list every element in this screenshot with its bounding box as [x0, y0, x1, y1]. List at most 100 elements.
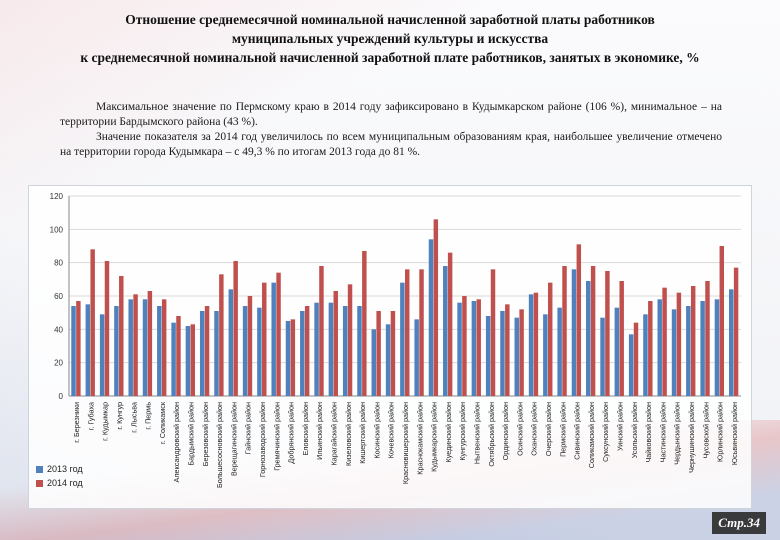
chart-frame: 0 20 40 60 80 100 120 г. Березники г. Губаха г. К…	[28, 185, 752, 509]
bar-2014	[204, 306, 210, 396]
y-tick-label: 80	[54, 259, 63, 268]
x-tick-label: Усольский район	[630, 402, 639, 458]
x-tick-label: Очерский район	[544, 402, 553, 456]
x-tick-label: Кишертский район	[358, 402, 367, 464]
bar-2013	[700, 301, 705, 396]
bar-2014	[119, 276, 124, 396]
x-tick-label: Кочевский район	[387, 402, 396, 458]
page-title: Отношение среднемесячной номинальной нач…	[10, 10, 770, 67]
bar-2014	[576, 244, 582, 396]
title-line-2: муниципальных учреждений культуры и иску…	[231, 31, 549, 46]
bar-2014	[719, 246, 725, 396]
title-line-1: Отношение среднемесячной номинальной нач…	[125, 12, 655, 27]
bar-2014	[219, 274, 224, 396]
bar-2013	[614, 307, 620, 396]
bar-2013	[185, 326, 191, 396]
bar-2014	[619, 281, 624, 396]
bar-2013	[428, 239, 434, 396]
bar-2014	[462, 296, 467, 396]
bar-2013	[328, 302, 334, 396]
bar-chart: 0 20 40 60 80 100 120 г. Березники г. Губаха г. К…	[50, 192, 741, 488]
bar-2014	[190, 324, 195, 396]
bar-2013	[457, 302, 462, 396]
bar-2013	[628, 334, 634, 396]
x-tick-label: Березовский район	[201, 402, 210, 466]
bar-2014	[533, 292, 539, 396]
bar-2013	[285, 321, 291, 396]
y-tick-label: 0	[59, 392, 64, 401]
bar-2014	[733, 267, 739, 396]
x-tick-label: Гремячинский район	[272, 402, 281, 471]
x-tick-label: г. Пермь	[144, 402, 153, 430]
bar-2013	[657, 299, 662, 396]
x-tick-label: Кунгурский район	[458, 402, 467, 461]
x-tick-label: г. Соликамск	[158, 401, 167, 444]
legend-swatch-2014	[36, 479, 43, 487]
x-tick-label: Октябрьский район	[487, 402, 496, 467]
bar-2013	[686, 306, 691, 396]
bar-2013	[400, 282, 405, 396]
bar-2013	[671, 309, 677, 396]
x-tick-label: Юсьвинский район	[730, 402, 739, 465]
x-tick-label: Карагайский район	[330, 402, 339, 465]
bar-2013	[714, 299, 720, 396]
x-tick-label: Суксунский район	[601, 402, 610, 462]
bar-2013	[414, 319, 419, 396]
bar-2013	[157, 306, 162, 396]
bar-2014	[319, 266, 324, 396]
bar-2013	[586, 281, 591, 396]
x-tick-label: Частинский район	[658, 402, 667, 462]
x-tick-label: Косинский район	[372, 402, 381, 459]
bar-2013	[571, 269, 577, 396]
bar-2013	[485, 316, 491, 396]
legend-label-2014: 2014 год	[47, 478, 83, 488]
bar-2013	[85, 304, 91, 396]
bar-2014	[247, 296, 253, 396]
x-tick-label: Горнозаводский район	[258, 402, 267, 477]
bar-2014	[633, 322, 639, 396]
bar-2013	[514, 317, 519, 396]
x-tick-label: Осинский район	[515, 402, 524, 456]
bar-2013	[142, 299, 148, 396]
bar-2013	[557, 307, 562, 396]
x-tick-label: Куединский район	[444, 402, 453, 462]
bar-2014	[104, 261, 110, 396]
bar-2014	[676, 292, 682, 396]
bar-2014	[562, 266, 567, 396]
bar-2013	[728, 289, 734, 396]
bar-2014	[147, 291, 153, 396]
bar-2014	[76, 301, 81, 396]
bar-2014	[347, 284, 353, 396]
bar-2013	[271, 282, 276, 396]
x-tick-label: Чердынский район	[673, 402, 682, 465]
x-tick-label: Чайковский район	[644, 402, 653, 463]
x-tick-label: Ординский район	[501, 402, 510, 460]
bar-2013	[71, 306, 76, 396]
bar-2013	[128, 299, 133, 396]
bar-2014	[505, 304, 510, 396]
bar-2014	[547, 282, 553, 396]
bar-2014	[233, 261, 238, 396]
bar-2014	[490, 269, 496, 396]
title-line-3: к среднемесячной номинальной начисленной…	[80, 50, 700, 65]
paragraph-1: Максимальное значение по Пермскому краю …	[60, 101, 722, 128]
bar-2013	[242, 306, 248, 396]
x-tick-label: Кизеловский район	[344, 402, 353, 466]
bar-2014	[262, 282, 267, 396]
y-tick-label: 100	[50, 225, 64, 234]
y-tick-label: 20	[54, 359, 63, 368]
y-tick-label: 60	[54, 292, 63, 301]
x-tick-label: Чернушинский район	[687, 402, 696, 473]
bar-2013	[385, 324, 391, 396]
bar-2014	[519, 309, 524, 396]
bar-2014	[690, 286, 696, 396]
x-tick-label: г. Березники	[72, 402, 81, 443]
x-tick-label: Ильинский район	[315, 402, 324, 460]
x-tick-label: Бардымский район	[187, 402, 196, 466]
bar-2013	[199, 311, 205, 396]
bar-2013	[543, 314, 548, 396]
bar-2014	[276, 272, 281, 396]
bar-2014	[648, 301, 653, 396]
x-tick-label: Верещагинский район	[229, 402, 238, 476]
bar-2013	[600, 317, 605, 396]
